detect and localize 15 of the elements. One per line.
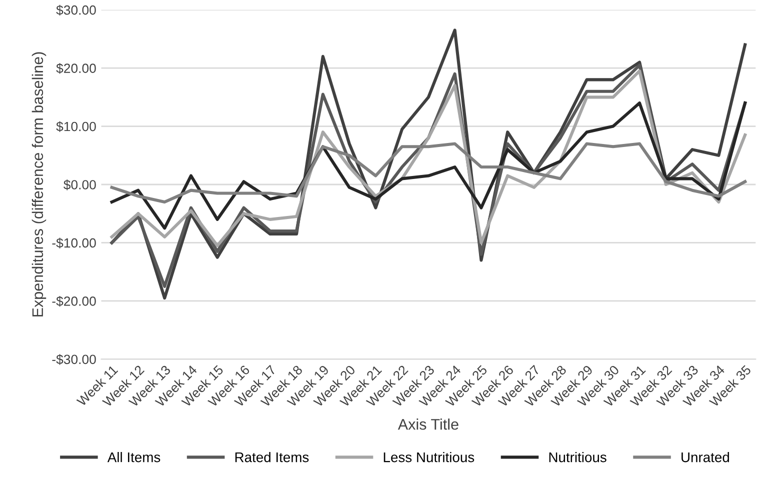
legend-label: Nutritious	[549, 452, 606, 462]
x-axis-title: Axis Title	[398, 418, 458, 430]
y-tick-label: -$30.00	[52, 354, 96, 365]
legend-label: Unrated	[682, 452, 729, 462]
line-series	[110, 142, 747, 204]
y-tick-label: -$10.00	[52, 238, 96, 248]
y-tick-label: -$20.00	[52, 296, 96, 307]
y-axis-title: Expenditures (difference form baseline)	[32, 52, 46, 316]
legend-label: Rated Items	[235, 452, 309, 462]
y-tick-label: $30.00	[56, 4, 96, 16]
y-tick-label: $20.00	[56, 63, 96, 74]
legend-label: Less Nutritious	[384, 452, 474, 462]
legend-label: All Items	[107, 452, 160, 462]
y-tick-label: $10.00	[56, 121, 96, 132]
y-tick-label: $0.00	[64, 180, 96, 190]
